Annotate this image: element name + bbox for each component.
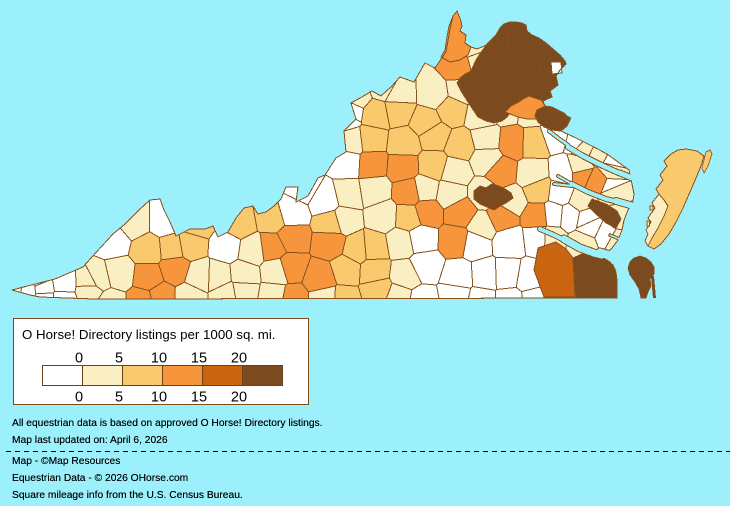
svg-text:0: 0	[75, 390, 83, 406]
svg-text:5: 5	[115, 390, 123, 406]
svg-text:20: 20	[231, 351, 247, 367]
svg-text:5: 5	[115, 351, 123, 367]
svg-text:10: 10	[151, 351, 167, 367]
svg-text:20: 20	[231, 390, 247, 406]
svg-text:15: 15	[191, 390, 207, 406]
svg-text:15: 15	[191, 351, 207, 367]
svg-text:10: 10	[151, 390, 167, 406]
svg-text:0: 0	[75, 351, 83, 367]
